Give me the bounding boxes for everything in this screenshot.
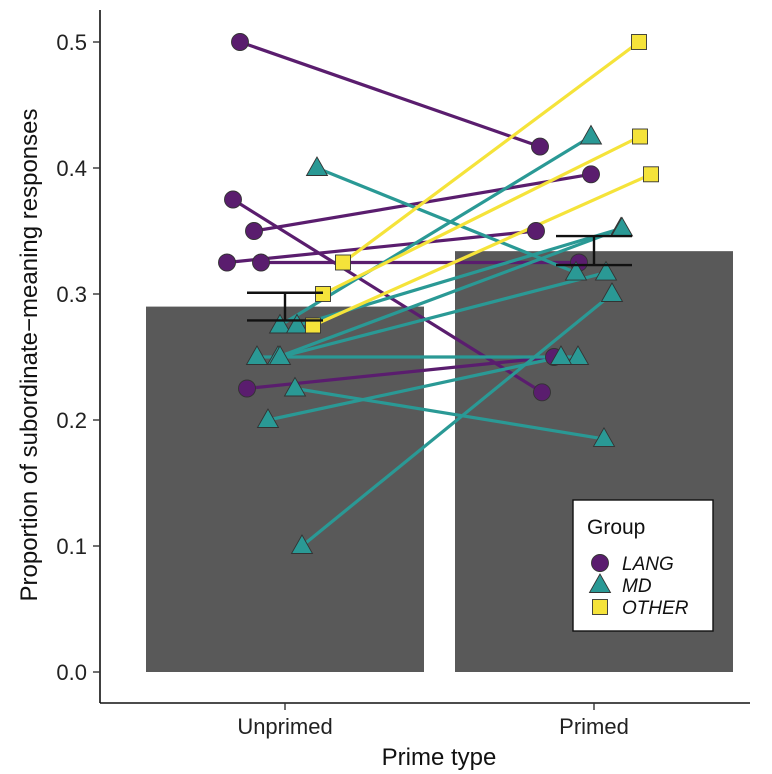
legend-entry-md: MD [588, 573, 652, 597]
point-unprimed-md [268, 313, 292, 334]
point-unprimed-md [268, 345, 292, 365]
point-primed-md [564, 260, 588, 281]
subject-line-other [322, 135, 641, 296]
point-primed-lang [533, 383, 551, 402]
legend-key-md [588, 573, 612, 593]
point-unprimed-md [305, 156, 329, 176]
point-unprimed-other [305, 317, 321, 334]
error-bar-primed [556, 234, 632, 267]
subject-line-other [342, 40, 640, 264]
point-unprimed-lang [231, 33, 249, 51]
x-tick-label-primed: Primed [559, 714, 629, 739]
point-unprimed-lang [252, 253, 270, 272]
subject-line-md [267, 355, 562, 422]
point-unprimed-lang [218, 253, 236, 272]
x-tick-label-unprimed: Unprimed [237, 714, 332, 739]
point-unprimed-other [315, 286, 331, 302]
legend-key-lang [591, 554, 609, 572]
point-primed-lang [531, 137, 549, 156]
subject-line-md [279, 135, 592, 327]
point-primed-md [610, 216, 634, 237]
y-tick-label: 0.0 [56, 660, 87, 685]
subject-line-md [294, 386, 605, 441]
point-unprimed-md [285, 313, 309, 334]
point-primed-lang [527, 222, 545, 240]
legend-label-lang: LANG [622, 554, 674, 575]
point-primed-md [579, 124, 603, 145]
point-primed-other [632, 128, 648, 145]
point-primed-other [643, 166, 659, 183]
point-primed-md [566, 345, 590, 365]
point-unprimed-lang [245, 222, 263, 240]
point-unprimed-md [256, 408, 280, 428]
y-tick-label: 0.2 [56, 408, 87, 433]
point-primed-md [600, 282, 624, 302]
subject-line-lang [232, 198, 543, 394]
subject-line-other [312, 172, 652, 327]
legend-key-other [592, 599, 608, 615]
error-bar-unprimed [247, 291, 323, 322]
subject-line-lang [239, 40, 541, 149]
point-unprimed-lang [224, 190, 242, 209]
point-primed-md [594, 260, 618, 281]
point-primed-md [592, 426, 616, 447]
y-tick-label: 0.4 [56, 156, 87, 181]
point-unprimed-other [335, 254, 351, 271]
legend-label-other: OTHER [622, 598, 689, 619]
legend-title: Group [587, 516, 645, 539]
y-tick-label: 0.1 [56, 534, 87, 559]
legend-entry-other: OTHER [592, 598, 689, 619]
y-tick-label: 0.5 [56, 30, 87, 55]
y-axis-title: Proportion of subordinate−meaning respon… [16, 109, 43, 602]
point-primed-lang [582, 165, 600, 184]
subject-line-md [277, 226, 623, 359]
subject-points-layer [218, 33, 659, 554]
point-unprimed-md [245, 345, 269, 365]
subject-line-md [279, 271, 607, 359]
point-unprimed-md [283, 376, 307, 397]
subject-line-md [300, 292, 614, 548]
x-axis-title: Prime type [382, 744, 497, 771]
axes-layer: 0.0 0.1 0.2 0.3 0.4 0.5 Unprimed Primed [56, 10, 750, 739]
point-primed-other [631, 34, 647, 50]
point-unprimed-md [290, 534, 314, 554]
point-unprimed-lang [238, 379, 256, 398]
bar-unprimed [146, 306, 424, 672]
y-tick-label: 0.3 [56, 282, 87, 307]
point-primed-md [549, 345, 573, 365]
legend-label-md: MD [622, 576, 652, 597]
legend-entry-lang: LANG [591, 554, 674, 575]
bars-layer [146, 251, 733, 672]
